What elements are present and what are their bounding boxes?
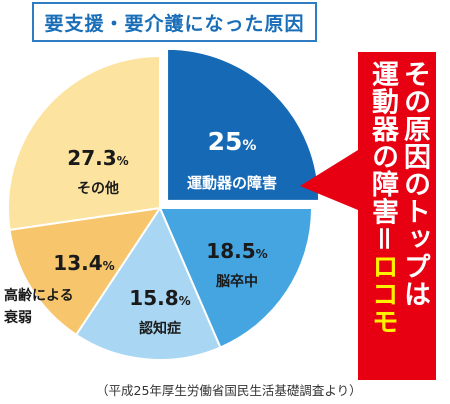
pie-slice-5 (7, 54, 161, 232)
slice-value-label-2: 18.5% (206, 239, 267, 263)
slice-category-label-4: 高齢による衰弱 (3, 287, 74, 326)
slice-value-label-4: 13.4% (53, 251, 114, 275)
callout-box: その原因のトップは 運動器の障害＝ロコモ (358, 52, 436, 380)
slice-category-label-5: その他 (77, 180, 119, 197)
source-note: （平成25年厚生労働省国民生活基礎調査より） (96, 383, 362, 398)
page-title: 要支援・要介護になった原因 (32, 2, 317, 42)
pie-slice-4 (8, 206, 163, 337)
slice-category-label-1: 運動器の障害 (187, 174, 277, 192)
callout-line-2: 運動器の障害＝ロコモ (367, 60, 398, 335)
callout-highlight-loco: ロコモ (367, 252, 398, 336)
callout-line-1: その原因のトップは (399, 60, 430, 308)
slice-category-label-2: 脳卒中 (216, 273, 258, 290)
callout-pointer (300, 150, 358, 210)
slice-value-label-5: 27.3% (67, 146, 128, 170)
slice-category-label-3: 認知症 (139, 320, 181, 337)
pie-slice-2 (158, 207, 314, 349)
slice-value-label-1: 25% (208, 127, 257, 156)
callout-line-2-prefix: 運動器の障害＝ (367, 60, 398, 253)
pie-slice-3 (74, 205, 222, 361)
slice-value-label-3: 15.8% (129, 286, 190, 310)
pie-slice-1 (166, 47, 321, 202)
